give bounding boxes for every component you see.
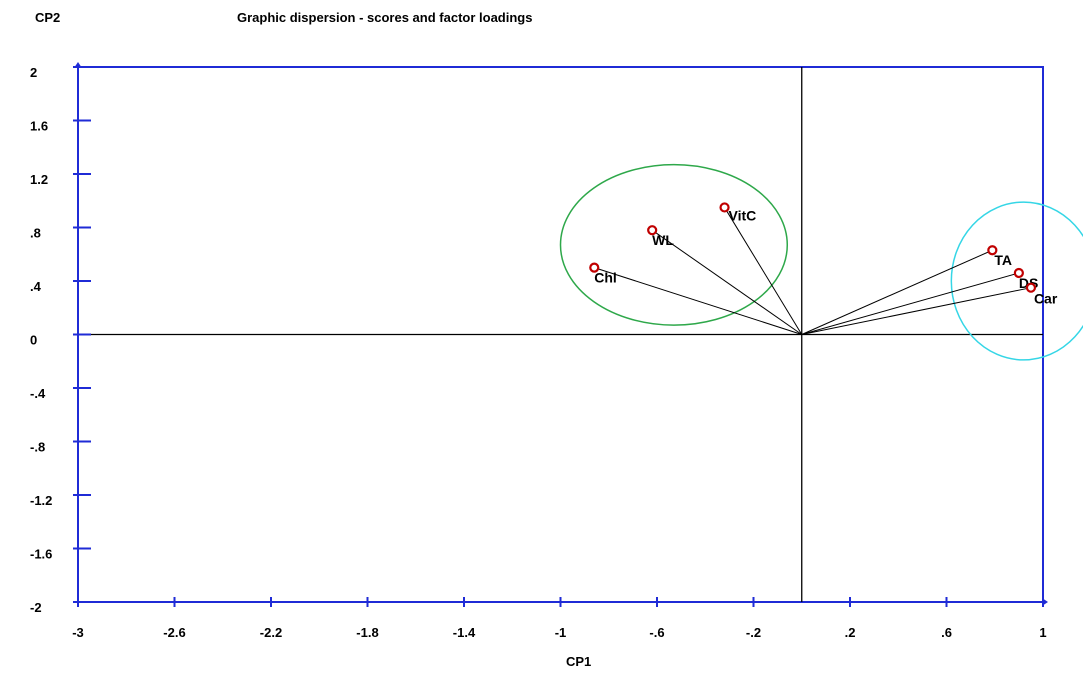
loading-vector <box>801 249 993 335</box>
x-tick-label: -1.8 <box>356 625 378 640</box>
y-tick-label: -1.2 <box>30 493 52 508</box>
y-tick-label: 0 <box>30 333 37 348</box>
cluster-ellipse <box>559 163 789 326</box>
y-tick-label: -.4 <box>30 386 46 401</box>
loading-vector <box>651 229 803 335</box>
data-point <box>719 202 730 213</box>
y-tick-label: -1.6 <box>30 547 52 562</box>
loading-vector <box>594 267 802 335</box>
loading-vector <box>801 287 1032 335</box>
data-point <box>1013 267 1024 279</box>
loading-vector <box>801 272 1020 335</box>
x-tick-label: -2.2 <box>260 625 282 640</box>
y-tick-label: .4 <box>30 279 42 294</box>
loading-vector <box>724 207 803 335</box>
y-tick-label: 1.6 <box>30 119 48 134</box>
point-label: Car <box>1034 291 1058 307</box>
y-tick-label: .8 <box>30 226 41 241</box>
x-tick-label: .2 <box>845 625 856 640</box>
data-point <box>647 225 658 236</box>
data-point <box>987 245 998 256</box>
x-tick-label: -.6 <box>649 625 664 640</box>
x-tick-label: -2.6 <box>163 625 185 640</box>
x-tick-label: -3 <box>72 625 84 640</box>
data-point <box>1025 282 1037 293</box>
point-label: Chl <box>594 270 617 286</box>
y-tick-label: -2 <box>30 600 42 615</box>
point-label: TA <box>994 252 1012 268</box>
x-axis-title: CP1 <box>566 654 591 669</box>
y-tick-label: 1.2 <box>30 172 48 187</box>
x-tick-label: -.2 <box>746 625 761 640</box>
y-tick-label: -.8 <box>30 440 45 455</box>
x-tick-label: .6 <box>941 625 952 640</box>
chart-title: Graphic dispersion - scores and factor l… <box>237 10 532 25</box>
point-label: WL <box>652 232 674 248</box>
point-label: VitC <box>729 207 757 223</box>
loading-vectors <box>594 207 1032 335</box>
data-point <box>589 262 600 273</box>
cluster-ellipse <box>950 201 1083 361</box>
cluster-ellipses <box>559 163 1083 361</box>
y-axis-title: CP2 <box>35 10 60 25</box>
axis-ticks: -3 -2.6 -2.2 -1.8 -1.4 -1 -.6 -.2 .2 .6 1 2 1.6 1.2 .8… <box>30 65 1047 640</box>
y-tick-label: 2 <box>30 65 37 80</box>
zero-axes <box>78 67 1043 602</box>
x-tick-label: 1 <box>1039 625 1046 640</box>
x-tick-label: -1 <box>555 625 567 640</box>
x-tick-label: -1.4 <box>453 625 476 640</box>
